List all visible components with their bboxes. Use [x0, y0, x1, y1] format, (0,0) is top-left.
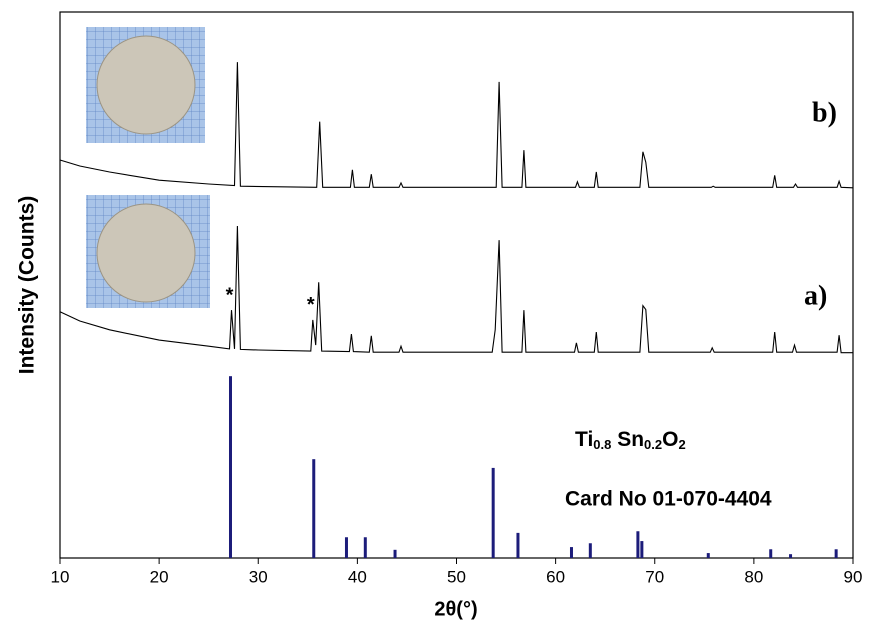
- reference-stick: [228, 376, 232, 558]
- reference-stick: [312, 459, 316, 558]
- formula: Ti0.8 Sn0.2O2: [575, 428, 686, 453]
- reference-stick: [516, 532, 520, 558]
- reference-stick: [363, 537, 367, 558]
- x-axis-label: 2θ(°): [434, 598, 477, 620]
- formula-part: Sn: [611, 428, 644, 451]
- reference-stick: [640, 541, 644, 558]
- reference-stick: [636, 531, 640, 558]
- reference-stick: [393, 549, 397, 558]
- reference-stick: [834, 549, 838, 558]
- x-tick-label: 40: [348, 567, 367, 586]
- photo-a: [86, 195, 210, 308]
- subscript: 0.2: [644, 437, 662, 452]
- reference-stick: [344, 537, 348, 558]
- reference-stick: [769, 549, 773, 558]
- reference-stick: [491, 467, 495, 558]
- x-tick-label: 80: [744, 567, 763, 586]
- y-axis-label: Intensity (Counts): [16, 196, 39, 375]
- x-tick-label: 30: [249, 567, 268, 586]
- card-number: Card No 01-070-4404: [565, 488, 772, 511]
- reference-stick: [588, 543, 592, 558]
- reference-stick: [789, 554, 793, 558]
- x-tick-label: 10: [51, 567, 70, 586]
- peak-marker: *: [226, 284, 234, 306]
- x-tick-label: 70: [645, 567, 664, 586]
- reference-stick: [569, 547, 573, 558]
- series-label: b): [812, 97, 837, 128]
- subscript: 0.8: [593, 437, 611, 452]
- formula-part: Ti: [575, 428, 593, 451]
- peak-marker: *: [307, 294, 315, 316]
- x-tick-label: 90: [844, 567, 863, 586]
- photo-b: [86, 27, 205, 143]
- xrd-line: [59, 62, 854, 189]
- reference-stick: [706, 553, 710, 558]
- x-tick-label: 20: [150, 567, 169, 586]
- x-tick-label: 60: [546, 567, 565, 586]
- formula-part: O: [662, 428, 678, 451]
- xrd-line: [59, 225, 853, 354]
- subscript: 2: [678, 437, 685, 452]
- series-label: a): [804, 280, 827, 311]
- x-tick-label: 50: [447, 567, 466, 586]
